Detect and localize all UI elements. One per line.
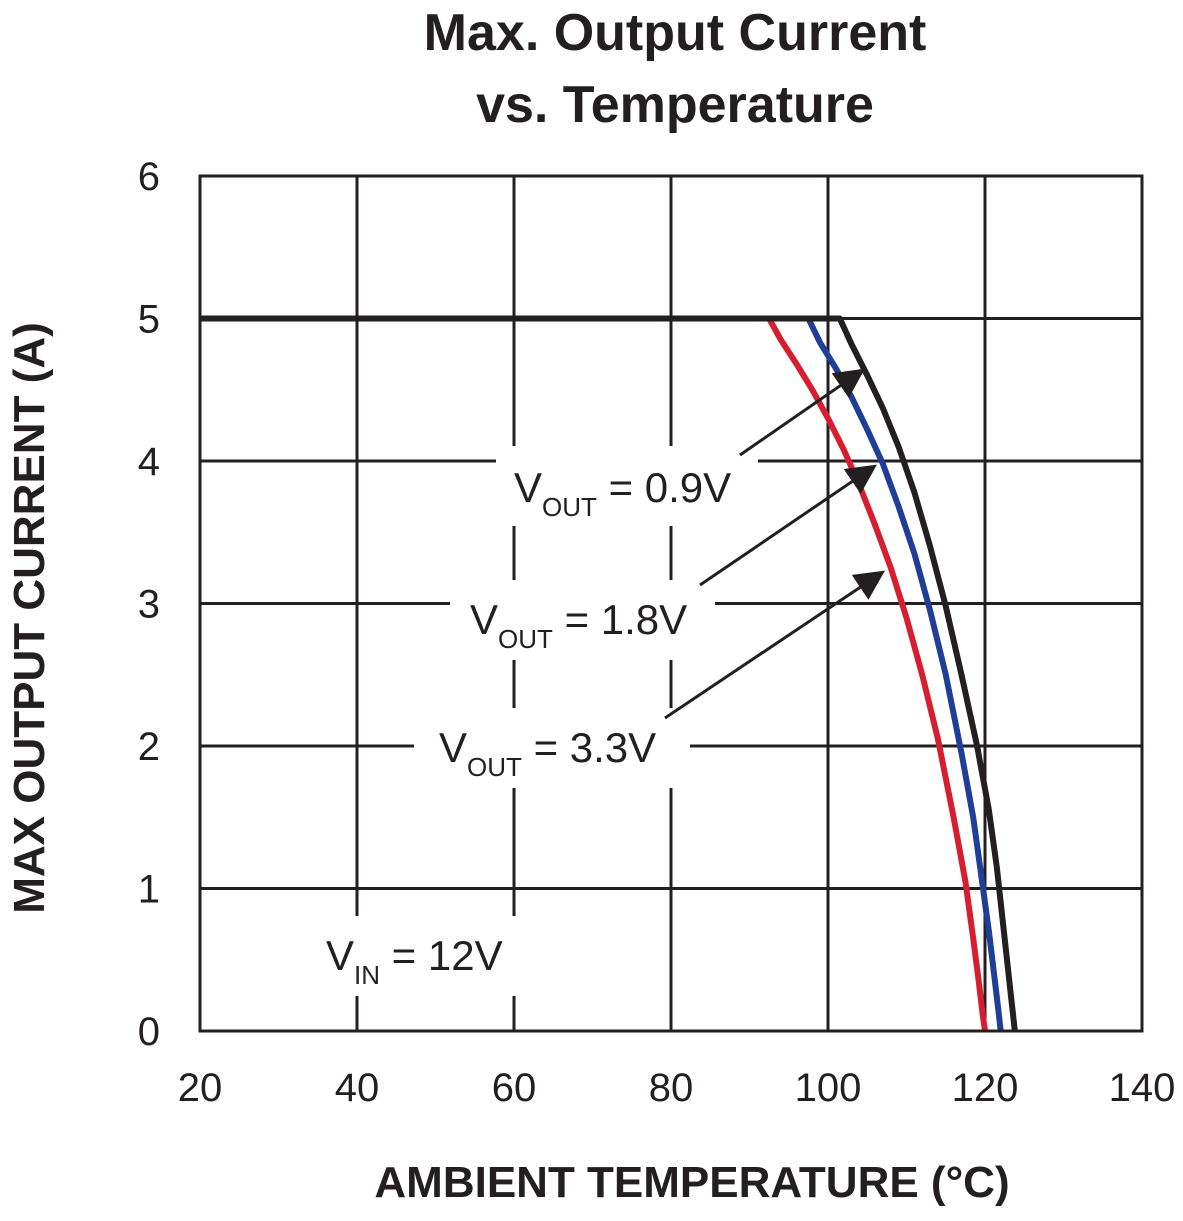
label-vout-3.3: VOUT = 3.3V [439, 724, 656, 782]
label-vout-3.3-value: = 3.3V [522, 724, 656, 771]
label-vout-0.9-value: = 0.9V [597, 464, 731, 511]
label-vout-1.8-sub: OUT [498, 624, 553, 654]
plot-border [198, 174, 1144, 1033]
label-vout-1.8-main: V [470, 596, 498, 643]
x-tick-label-120: 120 [952, 1066, 1019, 1110]
x-tick-label-60: 60 [492, 1066, 537, 1110]
label-vout-3.3-sub: OUT [467, 752, 522, 782]
y-tick-label-3: 3 [138, 583, 160, 627]
arrow-vout-1.8 [699, 464, 877, 587]
series-line-1 [200, 315, 1004, 1032]
chart-title-line-2: vs. Temperature [476, 76, 874, 134]
label-vin-value: = 12V [380, 932, 503, 979]
y-tick-label-0: 0 [138, 1010, 160, 1054]
label-vout-0.9-main: V [514, 464, 542, 511]
label-background-0 [496, 446, 758, 526]
label-vout-0.9-sub: OUT [542, 492, 597, 522]
x-tick-label-40: 40 [335, 1066, 380, 1110]
y-axis-label: MAX OUTPUT CURRENT (A) [5, 322, 54, 914]
x-tick-label-140: 140 [1109, 1066, 1176, 1110]
label-background-1 [450, 580, 715, 660]
arrow-vout-0.9 [739, 368, 865, 457]
x-tick-label-100: 100 [795, 1066, 862, 1110]
label-background-3 [312, 916, 522, 996]
y-tick-label-1: 1 [138, 868, 160, 912]
label-vout-1.8: VOUT = 1.8V [470, 596, 687, 654]
x-axis-label: AMBIENT TEMPERATURE (°C) [374, 1158, 1009, 1207]
arrow-vout-3.3 [664, 570, 885, 720]
y-tick-label-6: 6 [138, 155, 160, 199]
label-vin: VIN = 12V [326, 932, 503, 990]
label-vin-sub: IN [354, 960, 380, 990]
y-tick-label-2: 2 [138, 725, 160, 769]
label-vin-main: V [326, 932, 354, 979]
label-vout-1.8-value: = 1.8V [553, 596, 687, 643]
x-tick-label-20: 20 [178, 1066, 223, 1110]
annotation-arrows [664, 368, 885, 720]
y-tick-label-5: 5 [138, 298, 160, 342]
y-tick-label-4: 4 [138, 440, 160, 484]
label-vout-3.3-main: V [439, 724, 467, 771]
series-line-2 [200, 315, 988, 1032]
chart-title-line-1: Max. Output Current [424, 4, 927, 62]
label-backgrounds [312, 446, 758, 996]
tick-labels: 20 40 60 80 100 120 140 0 1 2 3 4 5 6 [138, 155, 1176, 1110]
label-vout-0.9: VOUT = 0.9V [514, 464, 731, 522]
x-tick-label-80: 80 [649, 1066, 694, 1110]
label-background-2 [414, 708, 690, 788]
plot-frame [198, 174, 1144, 1033]
